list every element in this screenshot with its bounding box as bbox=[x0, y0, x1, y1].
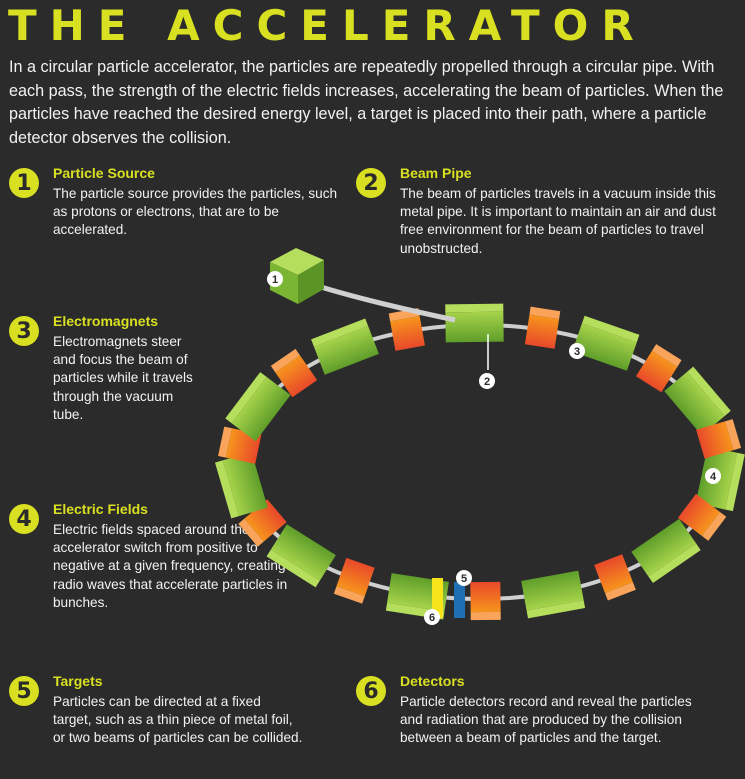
callout-marker-1: 1 bbox=[267, 271, 283, 287]
section-description: Particles can be directed at a fixed tar… bbox=[53, 694, 303, 746]
section-heading: Beam Pipe bbox=[400, 165, 472, 181]
electromagnet-segment bbox=[225, 372, 291, 442]
detector-plate bbox=[454, 582, 465, 618]
electromagnet-segment bbox=[215, 451, 268, 519]
section-description: Electromagnets steer and focus the beam … bbox=[53, 334, 193, 422]
intro-paragraph: In a circular particle accelerator, the … bbox=[9, 58, 724, 147]
electric-field-block bbox=[470, 581, 501, 621]
electric-field-block bbox=[635, 344, 682, 393]
target-plate bbox=[432, 578, 443, 618]
callout-label: 2 bbox=[484, 376, 490, 388]
step-number-badge: 4 bbox=[9, 504, 39, 534]
electromagnet-segment bbox=[572, 315, 640, 371]
electromagnet-segment bbox=[266, 524, 336, 588]
section-description: Electric fields spaced around the accele… bbox=[53, 522, 288, 610]
electromagnet-segment bbox=[311, 318, 379, 375]
callout-marker-4: 4 bbox=[705, 468, 721, 484]
diagram-callouts: 1 2 3 4 5 6 bbox=[267, 271, 721, 625]
electromagnet-segment bbox=[521, 570, 586, 619]
callout-label: 5 bbox=[461, 573, 467, 585]
section-heading: Detectors bbox=[400, 673, 465, 689]
electric-field-block bbox=[270, 348, 318, 398]
callout-marker-3: 3 bbox=[569, 343, 585, 359]
section-description: Particle detectors record and reveal the… bbox=[400, 694, 692, 746]
electric-field-block bbox=[333, 557, 375, 604]
step-number-badge: 3 bbox=[9, 316, 39, 346]
section-heading: Electric Fields bbox=[53, 501, 148, 517]
callout-marker-5: 5 bbox=[456, 570, 472, 586]
callout-label: 1 bbox=[272, 274, 278, 286]
section-description: The particle source provides the particl… bbox=[53, 186, 338, 238]
callout-marker-2: 2 bbox=[479, 373, 495, 389]
step-number-badge: 1 bbox=[9, 168, 39, 198]
accelerator-ring bbox=[215, 303, 745, 621]
electromagnet-segment bbox=[631, 518, 701, 584]
electric-field-block bbox=[594, 554, 636, 601]
section-heading: Targets bbox=[53, 673, 103, 689]
callout-label: 6 bbox=[429, 612, 435, 624]
step-number-badge: 5 bbox=[9, 676, 39, 706]
injection-pipe bbox=[304, 279, 456, 323]
electric-field-block bbox=[524, 306, 561, 349]
electric-field-block bbox=[677, 493, 727, 541]
callout-label: 4 bbox=[710, 471, 717, 483]
page-title: THE ACCELERATOR bbox=[8, 1, 647, 50]
step-number-badge: 6 bbox=[356, 676, 386, 706]
electric-field-block bbox=[696, 419, 742, 459]
callout-marker-6: 6 bbox=[424, 609, 440, 625]
section-heading: Electromagnets bbox=[53, 313, 159, 329]
electromagnet-segment bbox=[664, 366, 731, 436]
callout-label: 3 bbox=[574, 346, 580, 358]
electromagnet-segment bbox=[445, 303, 504, 343]
step-number-badge: 2 bbox=[356, 168, 386, 198]
section-heading: Particle Source bbox=[53, 165, 155, 181]
section-description: The beam of particles travels in a vacuu… bbox=[400, 186, 716, 256]
